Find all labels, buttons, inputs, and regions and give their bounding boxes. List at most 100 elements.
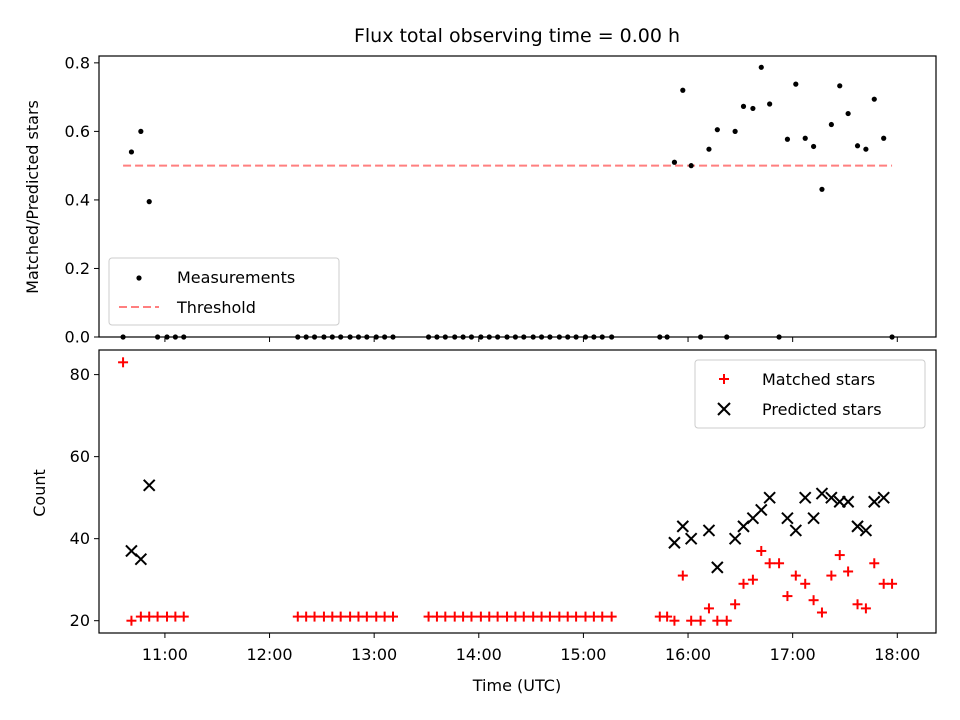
matched-star-point xyxy=(144,611,155,622)
measurement-point xyxy=(138,128,144,134)
top-y-tick-label: 0.4 xyxy=(65,190,90,209)
x-tick-label: 17:00 xyxy=(770,645,816,664)
matched-star-point xyxy=(554,611,565,622)
matched-star-point xyxy=(510,611,521,622)
matched-star-point xyxy=(170,611,181,622)
matched-star-point xyxy=(544,611,555,622)
x-axis-label: Time (UTC) xyxy=(472,676,561,695)
matched-star-point xyxy=(345,611,356,622)
matched-star-point xyxy=(162,611,173,622)
top-y-axis-label: Matched/Predicted stars xyxy=(23,100,42,294)
matched-star-point xyxy=(808,595,819,606)
matched-star-point xyxy=(484,611,495,622)
matched-star-point xyxy=(747,574,758,585)
x-tick-label: 14:00 xyxy=(456,645,502,664)
matched-star-point xyxy=(782,591,793,602)
matched-star-point xyxy=(712,615,723,626)
chart-title: Flux total observing time = 0.00 h xyxy=(354,25,680,47)
matched-star-point xyxy=(423,611,434,622)
matched-star-point xyxy=(597,611,608,622)
bottom-data-marks xyxy=(118,357,898,626)
matched-star-point xyxy=(440,611,451,622)
matched-star-point xyxy=(327,611,338,622)
top-legend-box xyxy=(108,257,340,326)
x-tick-label: 16:00 xyxy=(665,645,711,664)
bottom-plot-frame xyxy=(98,349,937,634)
measurement-point xyxy=(802,135,808,141)
measurement-point xyxy=(688,163,694,169)
matched-star-point xyxy=(458,611,469,622)
predicted-star-point xyxy=(868,495,881,508)
matched-star-point xyxy=(816,607,827,618)
measurement-point xyxy=(732,128,738,134)
bottom-y-tick-label: 20 xyxy=(70,611,90,630)
matched-star-point xyxy=(431,611,442,622)
predicted-star-point xyxy=(728,532,742,545)
matched-star-point xyxy=(387,611,398,622)
matched-star-point xyxy=(371,611,382,622)
matched-star-point xyxy=(834,550,845,561)
predicted-star-point xyxy=(877,491,890,504)
measurement-point xyxy=(767,101,773,107)
top-y-tick-label: 0.2 xyxy=(65,259,90,278)
matched-star-point xyxy=(756,545,767,556)
measurement-point xyxy=(680,87,686,93)
predicted-star-point xyxy=(763,491,776,504)
matched-star-point xyxy=(677,570,688,581)
measurement-point xyxy=(819,186,825,192)
bottom-y-tick-label: 40 xyxy=(70,529,90,548)
legend-measurements-marker xyxy=(136,275,142,281)
measurement-point xyxy=(740,103,747,109)
legend-threshold-label: Threshold xyxy=(176,298,256,317)
measurement-point xyxy=(671,159,678,165)
measurement-point xyxy=(828,121,834,128)
predicted-star-point xyxy=(702,524,716,537)
matched-star-point xyxy=(764,558,775,569)
x-tick-label: 13:00 xyxy=(351,645,397,664)
x-tick-label: 15:00 xyxy=(560,645,606,664)
matched-star-point xyxy=(669,615,680,626)
matched-star-point xyxy=(361,611,372,622)
measurement-point xyxy=(128,149,135,155)
predicted-star-point xyxy=(799,491,812,504)
predicted-star-point xyxy=(789,524,803,537)
matched-star-point xyxy=(662,611,673,622)
top-y-ticks: 0.0 0.2 0.4 0.6 0.8 xyxy=(65,53,99,347)
matched-star-point xyxy=(826,570,837,581)
predicted-star-point xyxy=(781,511,794,525)
matched-star-point xyxy=(860,603,871,614)
bottom-legend: Matched stars Predicted stars xyxy=(694,359,926,429)
predicted-star-point xyxy=(143,479,156,492)
matched-star-point xyxy=(353,611,364,622)
top-plot-area: 0.00.20.40.60.8 Matched/Predicted stars … xyxy=(23,53,937,347)
matched-star-point xyxy=(869,558,880,569)
measurement-point xyxy=(750,105,756,112)
matched-star-point xyxy=(800,578,811,589)
predicted-star-point xyxy=(841,495,855,508)
predicted-star-point xyxy=(676,520,690,533)
matched-star-point xyxy=(562,611,573,622)
predicted-star-point xyxy=(825,491,838,504)
matched-star-point xyxy=(379,611,390,622)
matched-star-point xyxy=(292,611,303,622)
matched-star-point xyxy=(449,611,460,622)
bottom-y-tick-label: 80 xyxy=(70,365,90,384)
matched-star-point xyxy=(695,615,706,626)
matched-star-point xyxy=(118,357,129,368)
matched-star-point xyxy=(580,611,591,622)
matched-star-point xyxy=(738,578,749,589)
measurement-point xyxy=(146,199,152,205)
matched-star-point xyxy=(686,615,697,626)
predicted-star-point xyxy=(851,520,864,533)
matched-star-point xyxy=(852,599,863,610)
matched-star-point xyxy=(774,558,785,569)
legend-predicted-label: Predicted stars xyxy=(762,400,882,419)
matched-star-point xyxy=(790,570,801,581)
bottom-y-tick-label: 60 xyxy=(70,447,90,466)
predicted-star-point xyxy=(815,487,829,500)
x-tick-label: 11:00 xyxy=(142,645,188,664)
matched-star-point xyxy=(135,611,146,622)
measurement-point xyxy=(871,96,877,102)
